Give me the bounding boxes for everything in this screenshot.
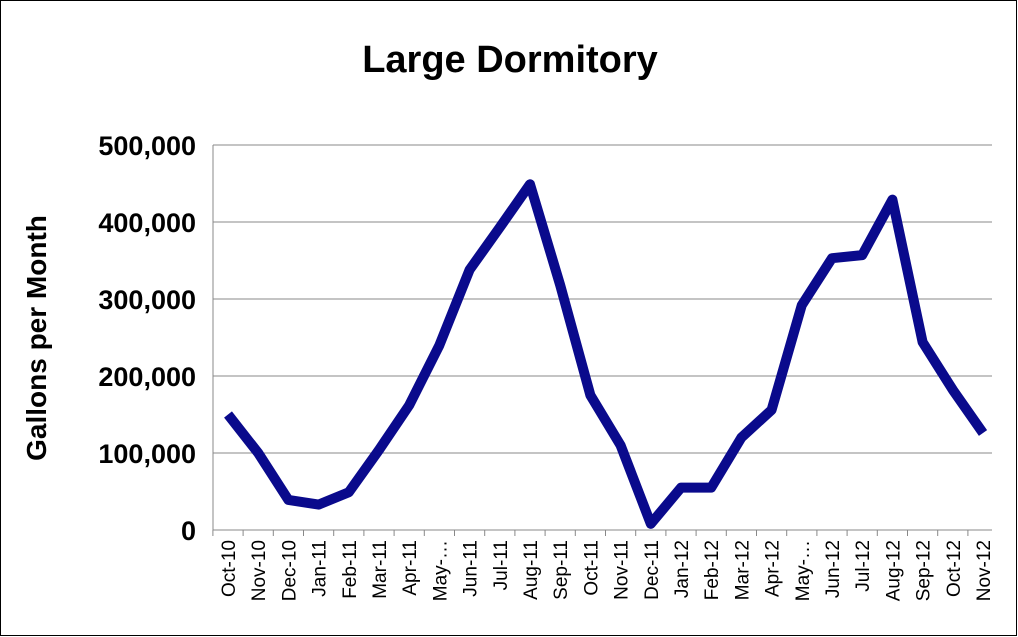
y-tick-label: 200,000 [98, 362, 196, 392]
data-line [224, 179, 988, 529]
y-tick-label: 0 [181, 516, 196, 546]
x-tick-label: Apr-11 [400, 540, 421, 596]
x-tick-label: Dec-11 [642, 540, 663, 600]
x-tick-label: Mar-12 [732, 540, 753, 600]
x-tick-label: Feb-11 [340, 540, 361, 599]
x-tick-label: May-… [793, 540, 814, 601]
x-tick-label: Sep-12 [914, 540, 935, 601]
x-tick-label: Nov-11 [612, 540, 633, 600]
y-tick-label: 400,000 [98, 208, 196, 238]
x-tick-label: Feb-12 [702, 540, 723, 600]
x-tick-label: Oct-11 [581, 540, 602, 596]
y-tick-label: 100,000 [98, 439, 196, 469]
x-tick-label: Jul-11 [491, 540, 512, 590]
x-tick-label: Dec-10 [279, 540, 300, 601]
x-tick-label: Nov-12 [974, 540, 995, 601]
x-tick-label: Aug-11 [521, 540, 542, 600]
x-tick-label: Oct-12 [944, 540, 965, 597]
x-tick-label: Oct-10 [219, 540, 240, 597]
x-tick-label: Jan-11 [310, 540, 331, 597]
chart-title: Large Dormitory [362, 39, 658, 81]
x-tick-label: Jul-12 [853, 540, 874, 592]
x-tick-label: Jun-12 [823, 540, 844, 598]
x-tick-label: Sep-11 [551, 540, 572, 600]
x-tick-label: Aug-12 [883, 540, 904, 601]
x-tick-label: May-… [430, 540, 451, 601]
x-tick-label: Nov-10 [249, 540, 270, 601]
x-tick-label: Jun-11 [461, 540, 482, 597]
x-tick-label: Mar-11 [370, 540, 391, 599]
y-tick-label: 300,000 [98, 285, 196, 315]
y-axis-label: Gallons per Month [21, 215, 52, 461]
y-tick-label: 500,000 [98, 131, 196, 161]
x-tick-label: Apr-12 [763, 540, 784, 597]
x-tick-label: Jan-12 [672, 540, 693, 598]
